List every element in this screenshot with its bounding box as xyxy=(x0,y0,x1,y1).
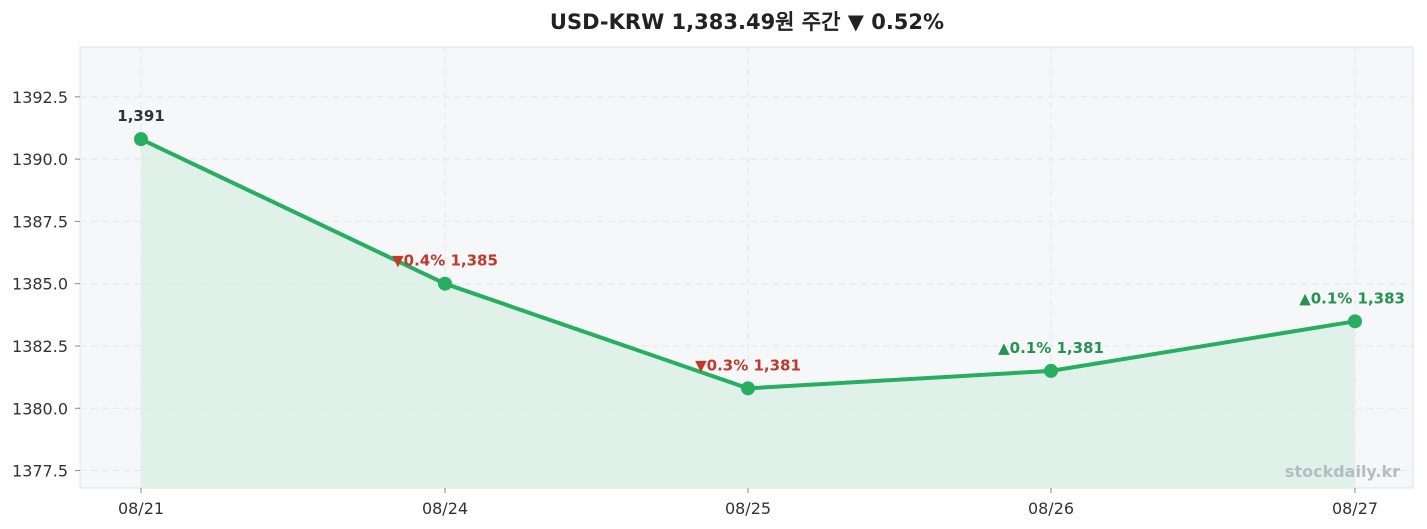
data-point xyxy=(1044,363,1058,378)
x-tick-label: 08/27 xyxy=(1332,499,1378,518)
x-tick-label: 08/25 xyxy=(725,499,771,518)
x-tick-label: 08/21 xyxy=(118,499,164,518)
data-label: ▼0.4% 1,385 xyxy=(392,252,498,270)
x-axis: 08/21 08/24 08/25 08/26 08/27 xyxy=(118,488,1378,518)
data-point xyxy=(134,132,148,147)
data-label: ▼0.3% 1,381 xyxy=(695,356,801,374)
y-axis: 1377.5 1380.0 1382.5 1385.0 1387.5 1390.0 1392… xyxy=(12,88,80,481)
data-point xyxy=(741,381,755,396)
x-tick-label: 08/26 xyxy=(1028,499,1074,518)
data-label: ▲0.1% 1,383 xyxy=(1299,289,1405,307)
y-tick-label: 1385.0 xyxy=(12,275,68,294)
watermark: stockdaily.kr xyxy=(1285,462,1400,481)
y-tick-label: 1382.5 xyxy=(12,337,68,356)
x-tick-label: 08/24 xyxy=(422,499,468,518)
y-tick-label: 1392.5 xyxy=(12,88,68,107)
data-labels: 1,391 ▼0.4% 1,385 ▼0.3% 1,381 ▲0.1% 1,381 ▲0… xyxy=(117,107,1405,374)
series-area xyxy=(141,139,1355,488)
y-tick-label: 1390.0 xyxy=(12,150,68,169)
y-tick-label: 1377.5 xyxy=(12,462,68,481)
y-tick-label: 1380.0 xyxy=(12,399,68,418)
data-label: 1,391 xyxy=(117,107,164,125)
data-points xyxy=(134,132,1362,396)
data-point xyxy=(438,276,452,291)
data-point xyxy=(1348,314,1362,329)
y-tick-label: 1387.5 xyxy=(12,212,68,231)
data-label: ▲0.1% 1,381 xyxy=(998,339,1104,357)
chart-title: USD-KRW 1,383.49원 주간 ▼ 0.52% xyxy=(550,10,944,34)
